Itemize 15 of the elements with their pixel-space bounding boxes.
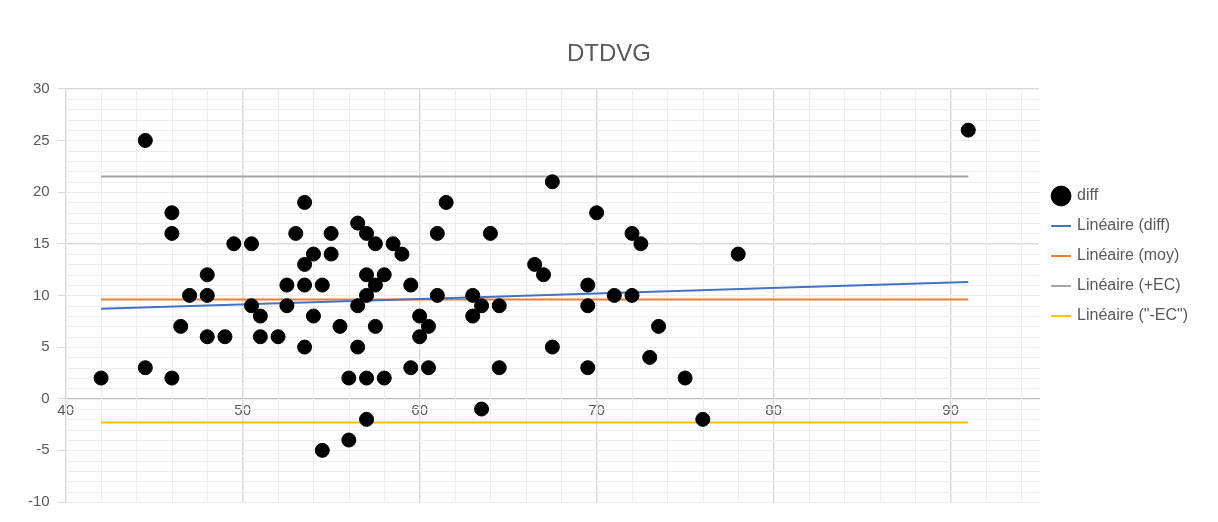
y-tick-label: -10 bbox=[27, 492, 50, 510]
chart-title: DTDVG bbox=[567, 39, 651, 67]
legend-label: Linéaire (+EC) bbox=[1077, 276, 1181, 294]
legend-label: Linéaire ("-EC") bbox=[1077, 306, 1189, 324]
legend-label: diff bbox=[1077, 186, 1099, 204]
y-tick-label: 25 bbox=[32, 130, 50, 148]
legend-label: Linéaire (diff) bbox=[1077, 216, 1171, 234]
y-tick-label: -5 bbox=[36, 440, 50, 458]
y-tick-label: 20 bbox=[32, 182, 50, 200]
y-tick-label: 0 bbox=[41, 388, 50, 406]
y-tick-label: 5 bbox=[41, 337, 50, 355]
y-tick-label: 10 bbox=[32, 285, 50, 303]
legend-label: Linéaire (moy) bbox=[1077, 246, 1180, 264]
y-tick-label: 15 bbox=[32, 233, 50, 251]
y-tick-label: 30 bbox=[32, 78, 50, 96]
